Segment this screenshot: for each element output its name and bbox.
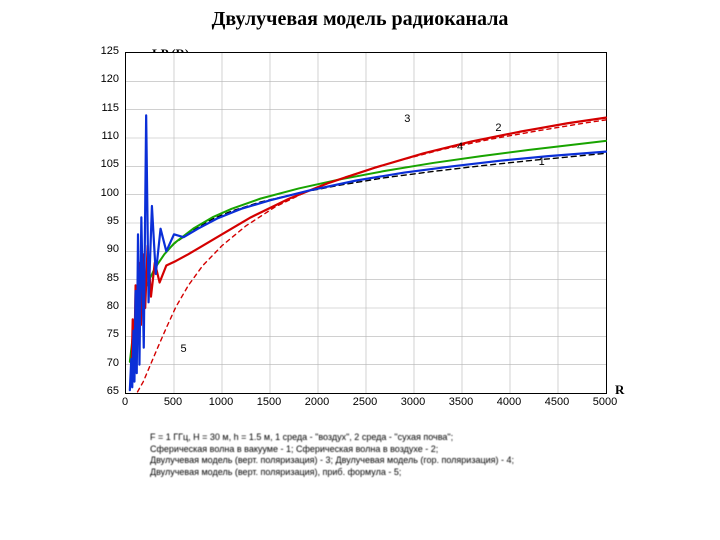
footer-caption: F = 1 ГГц, H = 30 м, h = 1.5 м, 1 среда … <box>150 432 630 479</box>
y-tick: 70 <box>89 357 119 369</box>
series-label-1: 1 <box>539 156 545 168</box>
series-label-3: 3 <box>404 113 410 125</box>
y-tick: 75 <box>89 328 119 340</box>
y-tick: 105 <box>89 158 119 170</box>
footer-line: F = 1 ГГц, H = 30 м, h = 1.5 м, 1 среда … <box>150 432 630 444</box>
chart-plot-area <box>125 52 607 394</box>
x-tick: 3000 <box>398 396 428 408</box>
series-1 <box>130 153 606 362</box>
footer-line: Сферическая волна в вакууме - 1; Сфериче… <box>150 444 630 456</box>
y-tick: 90 <box>89 243 119 255</box>
y-tick: 115 <box>89 102 119 114</box>
y-tick: 85 <box>89 272 119 284</box>
y-tick: 100 <box>89 187 119 199</box>
footer-line: Двулучевая модель (верт. поляризация) - … <box>150 455 630 467</box>
x-tick: 3500 <box>446 396 476 408</box>
y-tick: 110 <box>89 130 119 142</box>
x-tick: 2000 <box>302 396 332 408</box>
x-tick: 0 <box>110 396 140 408</box>
y-tick: 125 <box>89 45 119 57</box>
x-tick: 2500 <box>350 396 380 408</box>
series-label-4: 4 <box>457 141 463 153</box>
footer-line: Двулучевая модель (верт. поляризация), п… <box>150 467 630 479</box>
x-tick: 5000 <box>590 396 620 408</box>
series-4 <box>130 115 606 390</box>
x-tick: 500 <box>158 396 188 408</box>
x-tick: 1000 <box>206 396 236 408</box>
y-tick: 80 <box>89 300 119 312</box>
x-tick: 4000 <box>494 396 524 408</box>
series-label-2: 2 <box>495 122 501 134</box>
y-tick: 120 <box>89 73 119 85</box>
x-tick: 4500 <box>542 396 572 408</box>
x-tick: 1500 <box>254 396 284 408</box>
y-tick: 95 <box>89 215 119 227</box>
page-title: Двулучевая модель радиоканала <box>0 8 720 31</box>
series-label-5: 5 <box>181 343 187 355</box>
